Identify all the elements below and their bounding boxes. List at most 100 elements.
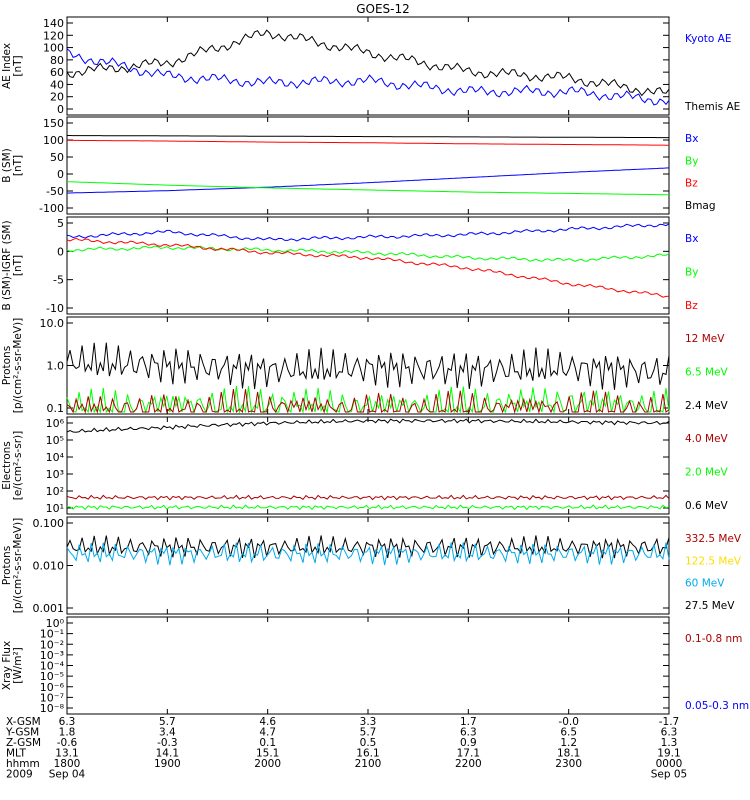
legend-item: 122.5 MeV — [685, 555, 742, 567]
footer-row-label: Y-GSM — [5, 727, 39, 739]
panel-frame — [66, 116, 670, 215]
y-axis-label: B (SM)-IGRF (SM) [nT] — [1, 220, 24, 310]
y-axis-label-line1: Protons — [1, 346, 13, 385]
legend-item: Bz — [685, 178, 698, 190]
footer-row-value: -1.7 — [659, 716, 680, 728]
y-axis-label: Protons [p/(cm²-s-sr-MeV)] — [1, 518, 24, 613]
y-tick-label: 10.0 — [40, 317, 65, 330]
y-axis-label-line2: [nT] — [12, 255, 24, 276]
footer-row-value: 1.7 — [460, 716, 477, 728]
y-tick-label: 120 — [43, 29, 64, 42]
y-tick-label: 10¹ — [46, 502, 64, 515]
series-2-4-mev — [66, 342, 670, 390]
y-axis-label-line1: Protons — [1, 546, 13, 585]
footer-row-value: 2000 — [254, 758, 281, 770]
footer-row-label: X-GSM — [6, 716, 41, 728]
y-tick-label: 40 — [50, 78, 64, 91]
y-tick-label: 10⁴ — [46, 451, 65, 464]
y-tick-label: 0.001 — [33, 602, 65, 615]
footer-row-value: 0000 — [656, 758, 683, 770]
legend-item: 0.05-0.3 nm — [685, 700, 749, 712]
y-tick-label: 0 — [57, 103, 64, 116]
plot-title: GOES-12 — [356, 2, 410, 16]
y-tick-label: 10⁻³ — [40, 649, 64, 662]
footer-row-value: 18.1 — [557, 748, 580, 760]
y-tick-label: 100 — [43, 134, 64, 147]
legend-item: Kyoto AE — [685, 33, 731, 45]
legend-item: 4.0 MeV — [685, 433, 729, 445]
y-tick-label: 20 — [50, 91, 64, 104]
legend-item: 6.5 MeV — [685, 367, 729, 379]
y-tick-label: 10⁶ — [46, 417, 65, 430]
y-tick-label: -10 — [46, 302, 64, 315]
series-4-0-mev — [66, 494, 670, 501]
legend-item: Themis AE — [684, 101, 740, 113]
footer-row-value: 6.3 — [661, 727, 678, 739]
footer-row-value: 3.4 — [159, 727, 176, 739]
y-axis-label-line2: [W/m²] — [12, 647, 24, 684]
y-axis-label-line2: [nT] — [12, 155, 24, 176]
footer-row-label: hhmm — [6, 758, 40, 770]
footer-row-value: 6.5 — [560, 727, 577, 739]
y-axis-label-line2: [p/(cm²-s-sr-MeV)] — [12, 518, 24, 613]
y-tick-label: 0.010 — [33, 560, 65, 573]
series-bz — [66, 237, 670, 298]
footer-row-value: 2100 — [355, 758, 382, 770]
footer-row-value: 0.1 — [259, 737, 276, 749]
y-axis-label-line1: Xray Flux — [1, 641, 13, 690]
footer-row-value: 5.7 — [360, 727, 377, 739]
footer-row-value: 1.3 — [661, 737, 678, 749]
footer-row-value: 15.1 — [256, 748, 279, 760]
y-tick-label: 10² — [46, 485, 64, 498]
y-tick-label: 50 — [50, 151, 64, 164]
panel-frame — [66, 616, 670, 715]
y-tick-label: 0 — [57, 168, 64, 181]
y-axis-label: B (SM) [nT] — [1, 148, 24, 182]
series-2-0-mev — [66, 504, 670, 511]
panel-bigrf: -10 -5 0 5 B (SM)-IGRF (SM) [nT] Bx By Bz — [1, 216, 698, 315]
y-tick-label: 10⁻⁶ — [40, 681, 65, 694]
panel-frame — [66, 316, 670, 415]
legend-item: Bmag — [685, 200, 716, 212]
y-tick-label: 10⁻⁸ — [40, 702, 65, 715]
legend-item: 27.5 MeV — [685, 600, 735, 612]
y-axis-label-line1: Electrons — [1, 441, 13, 490]
legend-item: Bx — [685, 233, 698, 245]
footer-row-value: 16.1 — [356, 748, 379, 760]
y-tick-label: 10⁰ — [46, 617, 65, 630]
y-tick-label: 10³ — [46, 468, 64, 481]
legend-item: 2.4 MeV — [685, 400, 729, 412]
y-tick-label: 0.100 — [33, 517, 65, 530]
y-tick-label: 10⁻¹ — [40, 628, 64, 641]
y-axis-label-line2: [e/(cm²-s-sr)] — [12, 431, 24, 500]
legend-item: 332.5 MeV — [685, 533, 742, 545]
y-axis-label-line2: [p/(cm²-s-sr-MeV)] — [12, 318, 24, 413]
series-27-5-mev — [66, 535, 670, 559]
series-themis-ae — [66, 29, 670, 97]
y-axis-label-line1: B (SM)-IGRF (SM) — [1, 220, 13, 310]
series-60-mev — [66, 542, 670, 566]
legend-item: Bz — [685, 300, 698, 312]
footer-row-value: 14.1 — [156, 748, 179, 760]
y-axis-label: Electrons [e/(cm²-s-sr)] — [1, 431, 24, 500]
y-tick-label: -5 — [53, 274, 64, 287]
series-0-6-mev — [66, 418, 670, 433]
footer-row-value: 2300 — [555, 758, 582, 770]
footer-row-value: 6.3 — [460, 727, 477, 739]
y-axis-label-line2: [nT] — [12, 55, 24, 76]
footer-row-value: Sep 04 — [49, 769, 86, 781]
footer-row-value: 1800 — [54, 758, 81, 770]
series-12-mev — [66, 389, 670, 414]
y-axis-label: Xray Flux [W/m²] — [1, 641, 24, 690]
series-kyoto-ae — [66, 48, 670, 106]
footer-row-value: 19.1 — [657, 748, 680, 760]
footer-row-label: MLT — [6, 748, 26, 760]
y-tick-label: 1.0 — [47, 360, 65, 373]
y-tick-label: -50 — [46, 185, 64, 198]
footer-row-value: 13.1 — [55, 748, 78, 760]
y-axis-label-line1: B (SM) — [1, 148, 13, 182]
panel-bsm: -100 -50 0 50 100 150 B (SM) [nT] Bx By Bz Bmag — [1, 116, 716, 215]
